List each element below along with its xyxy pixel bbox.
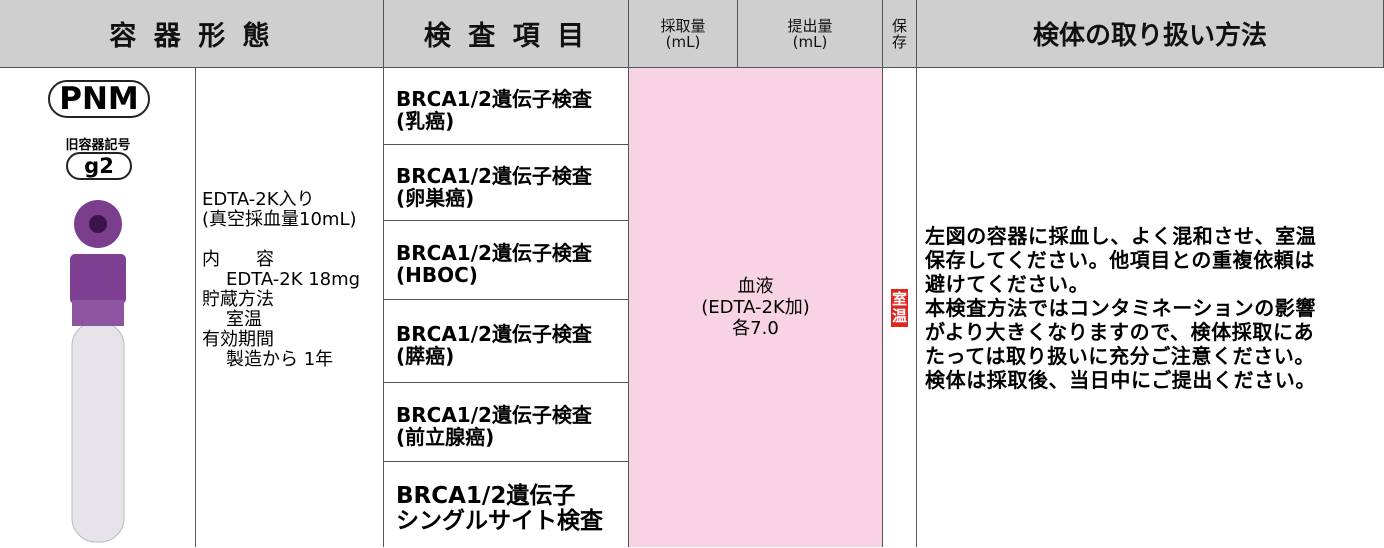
- handling-line: がより大きくなりますので、検体採取にあ: [925, 319, 1315, 344]
- handling-line: 検体は採取後、当日中にご提出ください。: [925, 367, 1316, 392]
- item-label: 有効期間: [202, 329, 274, 350]
- header-text: 採取量: [660, 16, 706, 35]
- storage-char: 室: [891, 289, 907, 308]
- description-line: (真空採血量10mL): [202, 209, 357, 230]
- tube-image: [70, 200, 126, 543]
- handling: 左図の容器に採血し、よく混和させ、室温 保存してください。他項目との重複依頼は 避け…: [917, 68, 1384, 547]
- header-text: 検体の取り扱い方法: [1032, 21, 1267, 51]
- header-text: (mL): [792, 32, 828, 51]
- handling-line: 避けてください。: [925, 271, 1090, 296]
- handling-line: 本検査方法ではコンタミネーションの影響: [925, 295, 1316, 320]
- storage-badge: 室温: [890, 288, 908, 327]
- item-value: 製造から 1年: [226, 349, 334, 370]
- handling-line: 保存してください。他項目との重複依頼は: [925, 247, 1315, 272]
- test-item: BRCA1/2遺伝子検査 (卵巣癌): [384, 145, 629, 221]
- header-text: 保: [891, 16, 907, 35]
- container-description: EDTA-2K入り (真空採血量10mL) 内 容 EDTA-2K 18mg 貯蔵方法室…: [196, 68, 384, 547]
- header-text: (mL): [665, 32, 701, 51]
- header-text: 存: [891, 32, 907, 51]
- test-line: BRCA1/2遺伝子検査: [396, 87, 592, 111]
- test-line: シングルサイト検査: [396, 507, 603, 534]
- test-line: (膵癌): [396, 344, 455, 368]
- storage-char: 温: [891, 306, 907, 325]
- item-value: 室温: [226, 309, 262, 330]
- container-image-cell: PNM 旧容器記号 g2: [0, 68, 196, 547]
- test-item: BRCA1/2遺伝子 シングルサイト検査: [384, 462, 629, 547]
- item-value: EDTA-2K 18mg: [226, 269, 361, 290]
- test-line: BRCA1/2遺伝子: [396, 482, 576, 509]
- item-label: 内 容: [202, 249, 274, 270]
- tube-body: [71, 321, 125, 543]
- tube-cap-rim: [72, 300, 124, 326]
- test-line: BRCA1/2遺伝子検査: [396, 403, 592, 427]
- test-item: BRCA1/2遺伝子検査 (前立腺癌): [384, 383, 629, 462]
- test-line: (乳癌): [396, 109, 455, 133]
- description-line: EDTA-2K入り: [202, 189, 315, 210]
- specimen-line: 各7.0: [732, 318, 779, 339]
- handling-line: 左図の容器に採血し、よく混和させ、室温: [925, 223, 1317, 248]
- handling-line: たっては取り扱いに充分ご注意ください。: [925, 343, 1315, 368]
- header-text: 検 査 項 目: [423, 21, 589, 52]
- header-container: 容 器 形 態: [0, 0, 384, 68]
- specimen-line: 血液: [737, 276, 774, 297]
- test-line: (卵巣癌): [396, 185, 475, 210]
- test-line: (前立腺癌): [396, 425, 495, 449]
- container-code: PNM: [48, 80, 150, 118]
- header-submission: 提出量 (mL): [738, 0, 883, 68]
- cap-hole: [89, 215, 107, 233]
- storage: 室温: [883, 68, 917, 547]
- specimen-line: (EDTA-2K加): [701, 297, 810, 318]
- header-collection: 採取量 (mL): [629, 0, 738, 68]
- old-code-label: 旧容器記号: [65, 138, 131, 153]
- header-text: 容 器 形 態: [109, 21, 274, 52]
- test-line: (HBOC): [396, 263, 478, 287]
- test-item: BRCA1/2遺伝子検査 (乳癌): [384, 68, 629, 145]
- header-tests: 検 査 項 目: [384, 0, 629, 68]
- test-line: BRCA1/2遺伝子検査: [396, 241, 592, 265]
- test-line: BRCA1/2遺伝子検査: [396, 163, 592, 188]
- header-storage: 保存: [883, 0, 917, 68]
- test-item: BRCA1/2遺伝子検査 (HBOC): [384, 221, 629, 300]
- test-item: BRCA1/2遺伝子検査 (膵癌): [384, 300, 629, 383]
- item-label: 貯蔵方法: [202, 289, 274, 310]
- header-text: 提出量: [787, 16, 833, 35]
- test-line: BRCA1/2遺伝子検査: [396, 322, 592, 346]
- old-code: g2: [66, 152, 132, 180]
- header-handling: 検体の取り扱い方法: [917, 0, 1384, 68]
- tube-cap: [70, 254, 126, 304]
- specimen: 血液 (EDTA-2K加) 各7.0: [629, 68, 883, 547]
